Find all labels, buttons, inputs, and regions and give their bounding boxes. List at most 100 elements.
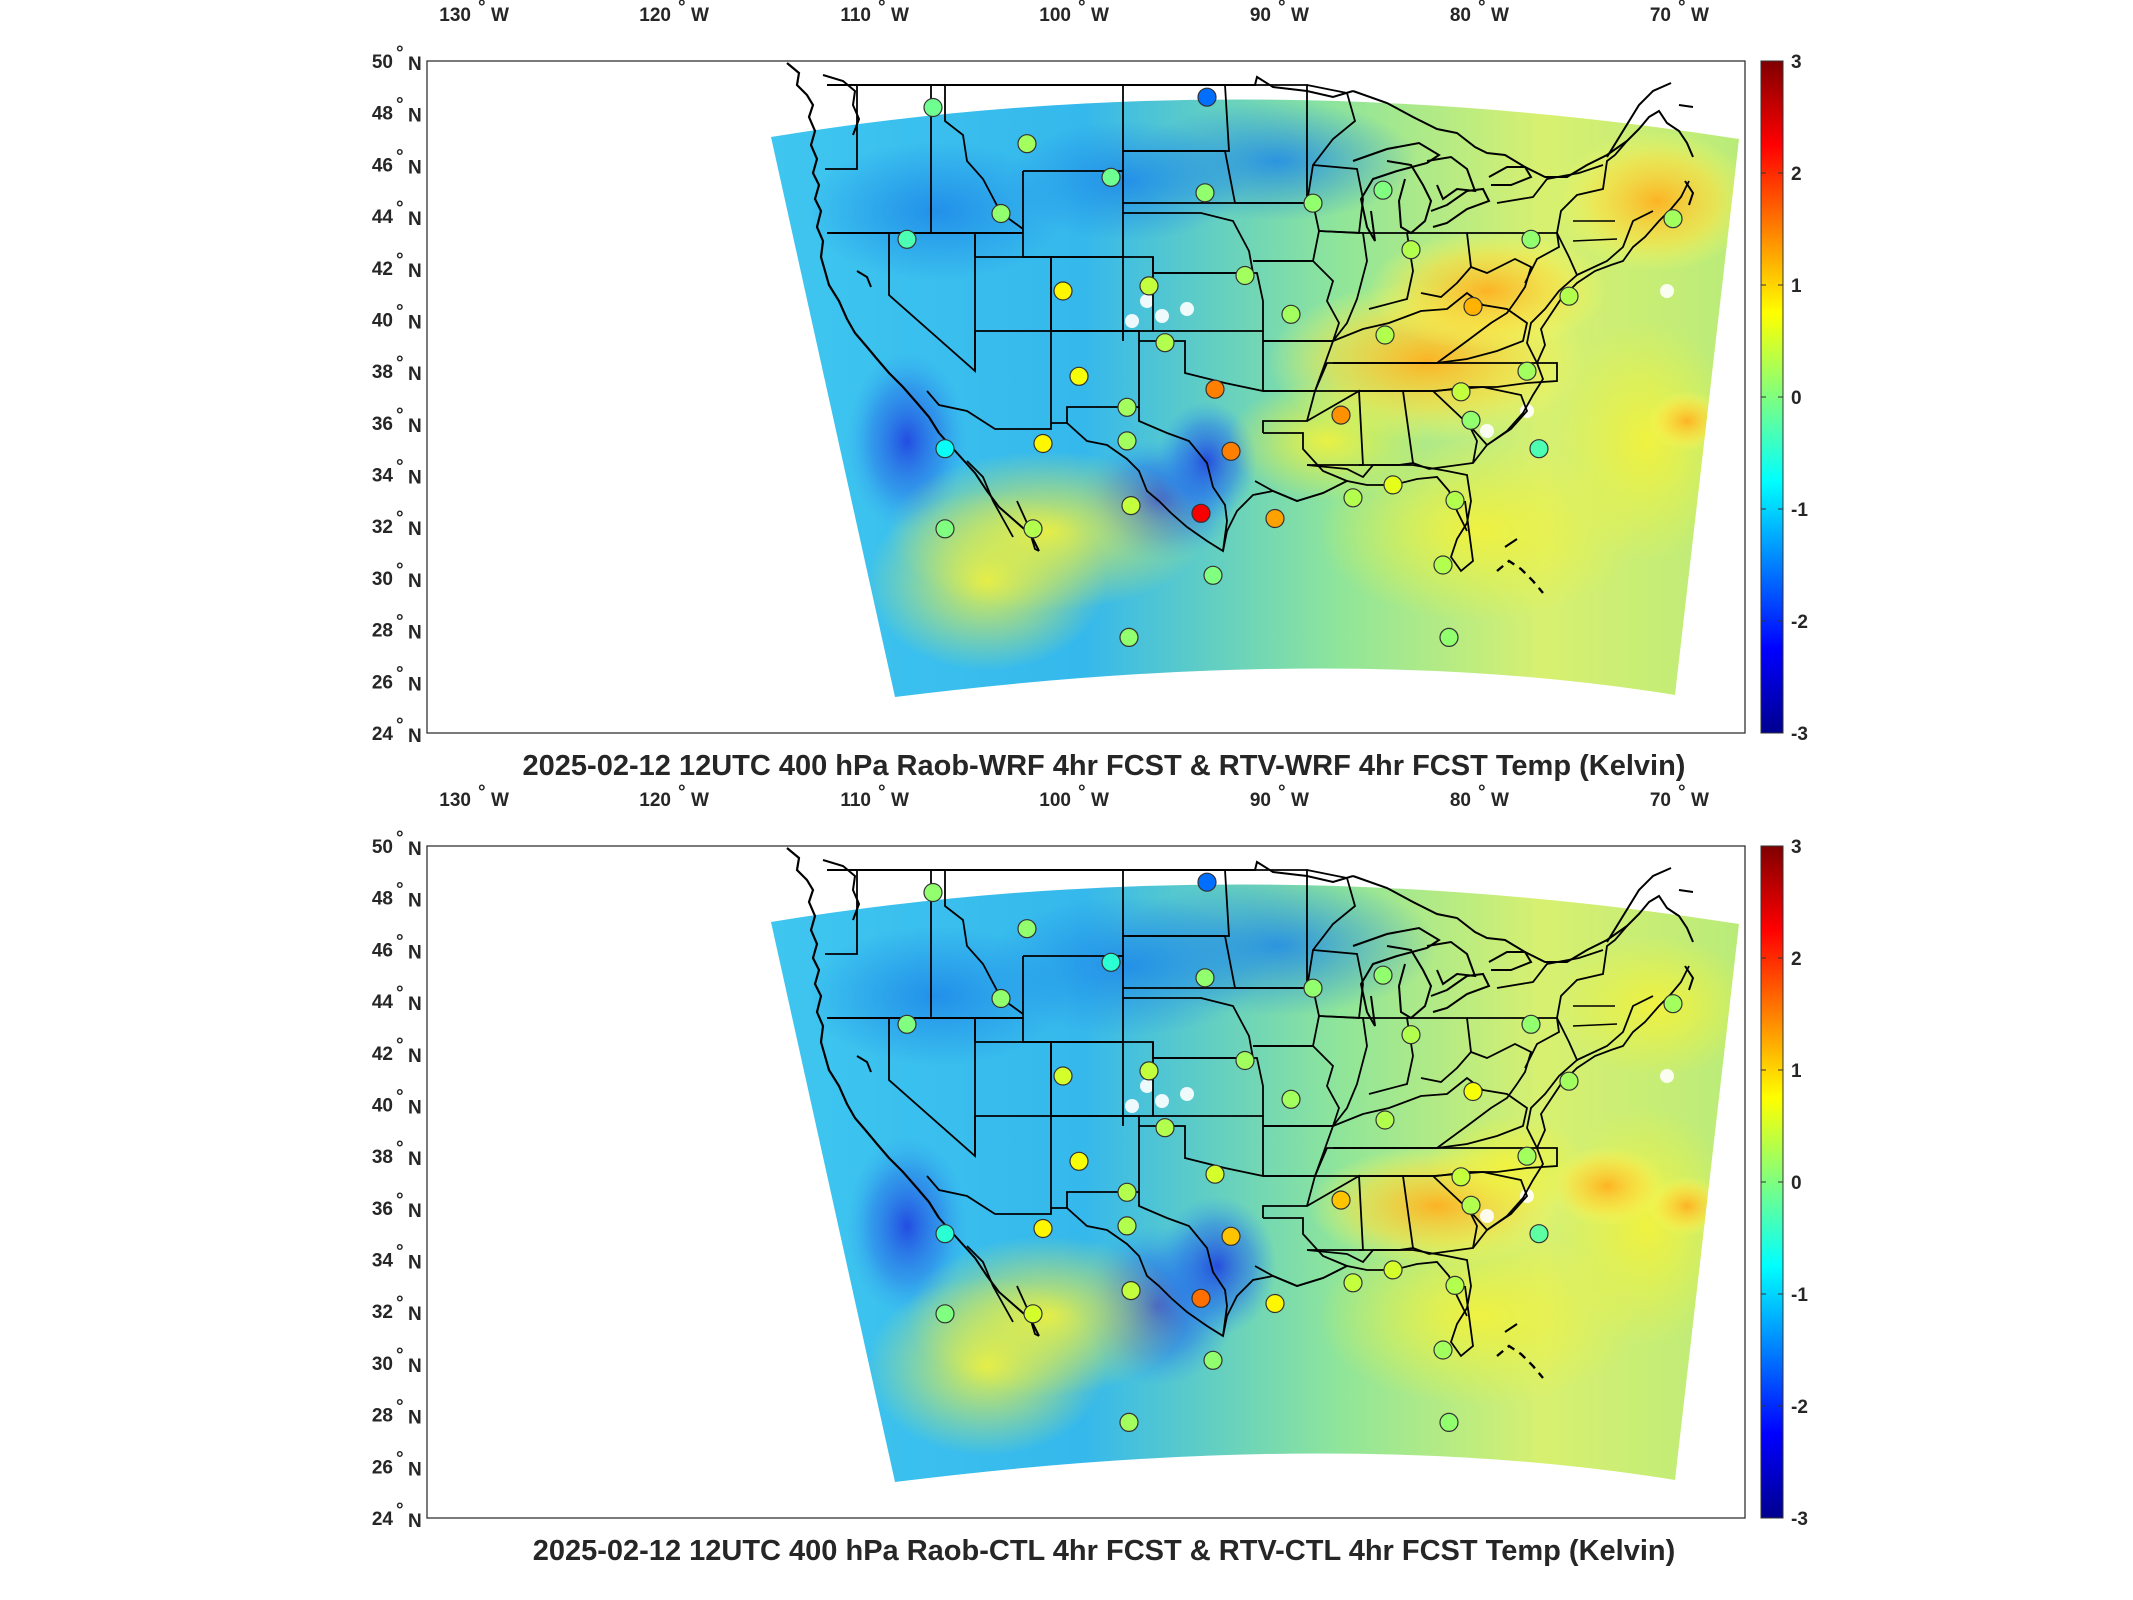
svg-text:N: N [408, 726, 422, 747]
lat-tick-label: 44 °N [372, 198, 422, 230]
map-panel-wrf: 130 ° W 120 ° W 110 ° W 100 ° W 90 ° W 80 ° W 70 ° W50 °N48 °N… [372, 0, 1808, 782]
svg-text:N: N [408, 571, 422, 592]
svg-text:N: N [408, 312, 422, 333]
station-marker [1663, 209, 1683, 229]
station-marker [1119, 627, 1139, 648]
station-marker [1053, 1066, 1073, 1086]
lon-tick-label: 90 ° W [1250, 782, 1309, 811]
svg-text:38: 38 [372, 362, 393, 383]
station-marker [1445, 490, 1465, 510]
station-marker [1375, 325, 1395, 345]
lat-tick-label: 48 °N [372, 880, 422, 912]
colorbar-tick-label: 0 [1791, 1173, 1802, 1194]
station-marker [923, 97, 943, 118]
svg-text:°: ° [396, 301, 404, 322]
station-marker [1451, 1167, 1471, 1187]
station-marker [1517, 1146, 1537, 1166]
svg-text:°: ° [396, 146, 404, 167]
svg-text:°: ° [396, 508, 404, 529]
svg-text:N: N [408, 1356, 422, 1377]
station-marker [1205, 379, 1225, 399]
colorbar-tick-label: 2 [1791, 949, 1802, 970]
lat-tick-label: 34 °N [372, 1242, 422, 1274]
svg-text:W: W [491, 5, 509, 26]
svg-text:°: ° [1078, 782, 1086, 803]
svg-text:W: W [1691, 5, 1709, 26]
station-marker [1101, 167, 1121, 187]
station-marker [1331, 1190, 1351, 1210]
colorbar-tick-label: 0 [1791, 388, 1802, 409]
lon-tick-label: 80 ° W [1450, 0, 1509, 26]
svg-text:36: 36 [372, 1199, 393, 1220]
svg-text:90: 90 [1250, 5, 1271, 26]
station-marker [1121, 1281, 1141, 1301]
lat-tick-label: 32 °N [372, 508, 422, 540]
svg-text:°: ° [396, 663, 404, 684]
svg-text:N: N [408, 1046, 422, 1067]
svg-text:N: N [408, 261, 422, 282]
svg-text:46: 46 [372, 155, 393, 176]
station-marker [1463, 1081, 1483, 1102]
lat-tick-label: 50 °N [372, 828, 422, 860]
svg-text:44: 44 [372, 992, 394, 1013]
svg-text:28: 28 [372, 1406, 393, 1427]
station-marker [1197, 87, 1217, 107]
svg-text:24: 24 [372, 724, 394, 745]
station-marker [1235, 265, 1255, 286]
svg-text:°: ° [1478, 0, 1486, 18]
svg-text:W: W [891, 790, 909, 811]
svg-text:°: ° [396, 931, 404, 952]
svg-text:°: ° [396, 1035, 404, 1056]
svg-text:70: 70 [1650, 790, 1671, 811]
station-marker [1197, 872, 1217, 892]
station-marker [1373, 180, 1393, 200]
station-marker [1069, 366, 1089, 386]
lat-tick-label: 24 °N [372, 715, 422, 747]
svg-text:110: 110 [840, 790, 871, 811]
station-marker [1529, 439, 1549, 459]
colorbar-tick-label: -2 [1791, 612, 1808, 633]
svg-text:N: N [408, 106, 422, 127]
svg-text:°: ° [396, 1242, 404, 1263]
svg-text:°: ° [1078, 0, 1086, 18]
svg-text:N: N [408, 674, 422, 695]
station-marker [1191, 1288, 1211, 1308]
svg-text:W: W [1291, 5, 1309, 26]
svg-text:W: W [891, 5, 909, 26]
svg-text:N: N [408, 54, 422, 75]
svg-text:°: ° [396, 612, 404, 633]
lon-tick-label: 70 ° W [1650, 0, 1709, 26]
svg-text:70: 70 [1650, 5, 1671, 26]
lat-tick-label: 42 °N [372, 1035, 422, 1067]
svg-text:°: ° [396, 1138, 404, 1159]
lat-tick-label: 30 °N [372, 1345, 422, 1377]
svg-text:W: W [1491, 5, 1509, 26]
svg-text:40: 40 [372, 310, 393, 331]
station-marker [1521, 1014, 1541, 1034]
svg-text:30: 30 [372, 569, 393, 590]
lon-tick-label: 130 ° W [439, 782, 509, 811]
svg-text:30: 30 [372, 1354, 393, 1375]
station-marker [1155, 1118, 1175, 1138]
station-marker [897, 229, 917, 249]
station-marker [1559, 286, 1579, 306]
station-marker [1439, 1412, 1459, 1433]
station-marker [1017, 919, 1037, 939]
station-marker [1117, 397, 1137, 417]
station-marker [1033, 1218, 1053, 1239]
station-marker [1281, 1089, 1301, 1109]
station-marker [1117, 431, 1137, 451]
colorbar: 3 2 1 0 -1 -2 -3 [1760, 52, 1808, 745]
station-marker [1433, 1340, 1453, 1360]
svg-text:28: 28 [372, 621, 393, 642]
lat-tick-label: 24 °N [372, 1500, 422, 1532]
station-marker [1017, 134, 1037, 154]
svg-text:N: N [408, 942, 422, 963]
station-marker [1265, 1293, 1285, 1314]
station-marker [1383, 475, 1403, 495]
svg-text:130: 130 [439, 790, 471, 811]
svg-text:N: N [408, 1304, 422, 1325]
svg-text:50: 50 [372, 837, 393, 858]
lat-tick-label: 38 °N [372, 353, 422, 385]
station-marker [1401, 240, 1421, 260]
